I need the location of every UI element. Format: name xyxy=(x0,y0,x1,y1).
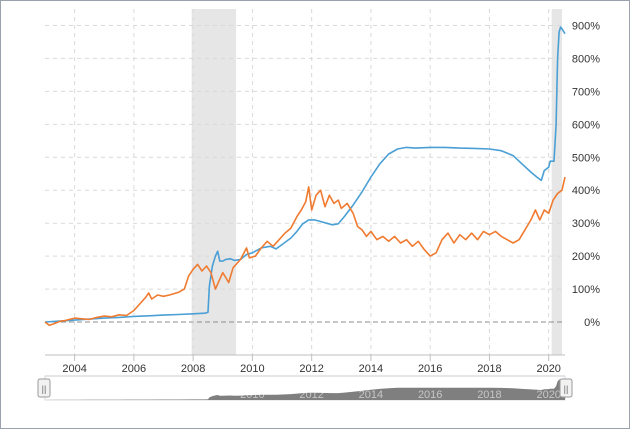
y-axis-labels: 0% 100% 200% 300% 400% 500% 600% 700% 800% 900% xyxy=(572,20,600,329)
navigator-right-handle-grip: || xyxy=(564,384,569,394)
recession-band-1 xyxy=(551,9,563,355)
y-tick-label-300: 300% xyxy=(572,218,600,230)
navigator-right-handle[interactable]: || xyxy=(559,378,573,398)
series-line-0 xyxy=(44,26,566,323)
navigator-year-label-2016: 2016 xyxy=(418,389,442,401)
navigator-year-label-2008: 2008 xyxy=(181,389,205,401)
y-tick-label-700: 700% xyxy=(572,86,600,98)
x-tick-label-2012: 2012 xyxy=(299,363,323,375)
x-tick-label-2006: 2006 xyxy=(122,363,146,375)
x-tick-label-2018: 2018 xyxy=(477,363,501,375)
navigator-year-labels: 2004 2006 2008 2010 2012 2014 2016 2018 2020 xyxy=(62,389,561,401)
x-tick-label-2004: 2004 xyxy=(62,363,86,375)
navigator-year-label-2010: 2010 xyxy=(240,389,264,401)
y-tick-label-0: 0% xyxy=(584,317,600,329)
navigator-year-label-2004: 2004 xyxy=(62,389,86,401)
x-tick-label-2020: 2020 xyxy=(536,363,560,375)
y-tick-label-600: 600% xyxy=(572,119,600,131)
y-tick-label-100: 100% xyxy=(572,284,600,296)
gridlines xyxy=(45,9,565,355)
x-tick-label-2008: 2008 xyxy=(181,363,205,375)
x-tick-label-2010: 2010 xyxy=(240,363,264,375)
recession-band-0 xyxy=(191,9,237,355)
x-tick-label-2016: 2016 xyxy=(418,363,442,375)
navigator-year-label-2020: 2020 xyxy=(536,389,560,401)
y-tick-label-800: 800% xyxy=(572,53,600,65)
navigator-year-label-2012: 2012 xyxy=(299,389,323,401)
y-tick-label-500: 500% xyxy=(572,152,600,164)
navigator-series-area xyxy=(45,379,565,400)
navigator-year-label-2018: 2018 xyxy=(477,389,501,401)
x-axis: 2004 2006 2008 2010 2012 2014 2016 2018 2020 xyxy=(45,354,565,375)
y-tick-label-900: 900% xyxy=(572,20,600,32)
series-layer xyxy=(44,26,566,327)
navigator-left-handle-grip: || xyxy=(42,384,47,394)
navigator-left-handle[interactable]: || xyxy=(37,378,51,398)
range-navigator[interactable]: 2004 2006 2008 2010 2012 2014 2016 2018 2020 || … xyxy=(37,375,573,401)
y-tick-label-200: 200% xyxy=(572,251,600,263)
navigator-year-label-2014: 2014 xyxy=(359,389,383,401)
y-tick-label-400: 400% xyxy=(572,185,600,197)
series-line-1 xyxy=(44,176,566,327)
x-tick-label-2014: 2014 xyxy=(359,363,383,375)
navigator-year-label-2006: 2006 xyxy=(122,389,146,401)
recession-bands xyxy=(191,9,563,355)
